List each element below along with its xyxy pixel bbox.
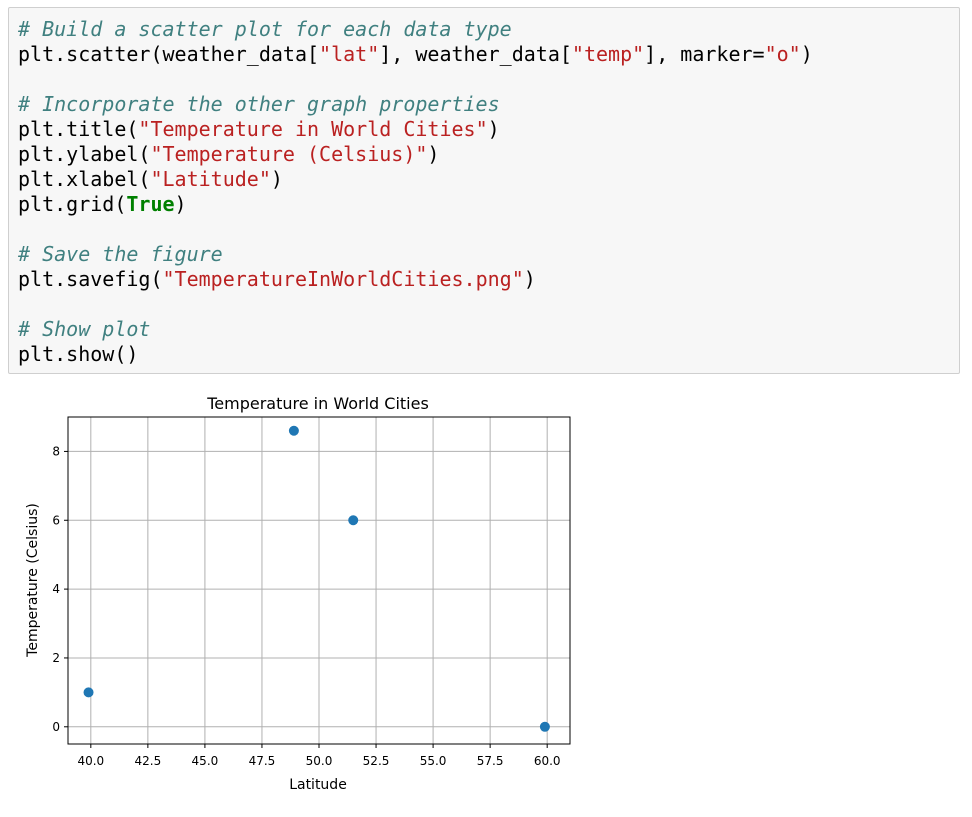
code-editor[interactable]: # Build a scatter plot for each data typ… — [18, 17, 959, 367]
x-tick-label: 45.0 — [192, 754, 219, 768]
code-token-string: "temp" — [571, 42, 645, 66]
blank-code-line — [18, 217, 959, 242]
x-tick-label: 57.5 — [477, 754, 504, 768]
x-axis-label: Latitude — [289, 777, 347, 793]
code-cell[interactable]: # Build a scatter plot for each data typ… — [8, 7, 960, 374]
y-tick-label: 4 — [52, 582, 60, 596]
code-token-plain: ) — [800, 42, 813, 66]
code-token-string: "o" — [764, 42, 801, 66]
code-token-plain: ) — [523, 267, 536, 291]
code-token-comment: # Show plot — [18, 317, 151, 341]
x-tick-label: 60.0 — [534, 754, 561, 768]
code-line: plt.scatter(weather_data["lat"], weather… — [18, 42, 959, 67]
scatter-chart: Temperature in World Cities 40.0 42.5 45.0… — [25, 394, 571, 793]
code-token-plain: ) — [487, 117, 500, 141]
scatter-point — [288, 425, 299, 436]
y-tick-label: 2 — [52, 651, 60, 665]
code-token-string: "Temperature (Celsius)" — [150, 142, 428, 166]
scatter-point — [83, 687, 94, 698]
code-token-plain: plt.ylabel( — [18, 142, 151, 166]
x-tick-label: 42.5 — [135, 754, 162, 768]
y-tick-label: 8 — [52, 444, 60, 458]
code-token-plain: plt.savefig( — [18, 267, 163, 291]
x-tick-label: 50.0 — [306, 754, 333, 768]
plot-area-frame — [67, 416, 571, 745]
code-token-plain: plt.scatter(weather_data[ — [18, 42, 320, 66]
code-line: # Incorporate the other graph properties — [18, 92, 959, 117]
code-line: # Show plot — [18, 317, 959, 342]
x-tick-label: 47.5 — [249, 754, 276, 768]
code-token-plain: ], marker= — [644, 42, 765, 66]
scatter-point — [348, 515, 359, 526]
y-axis-label: Temperature (Celsius) — [25, 503, 41, 658]
code-token-plain: plt.grid( — [18, 192, 127, 216]
code-token-plain: ) — [174, 192, 187, 216]
code-token-plain: plt.title( — [18, 117, 139, 141]
code-token-plain: ) — [270, 167, 283, 191]
y-tick-label: 0 — [52, 720, 60, 734]
x-tick-label: 55.0 — [420, 754, 447, 768]
code-token-plain: plt.xlabel( — [18, 167, 151, 191]
code-token-string: "TemperatureInWorldCities.png" — [162, 267, 524, 291]
code-line: plt.title("Temperature in World Cities") — [18, 117, 959, 142]
code-token-string: "lat" — [319, 42, 380, 66]
output-area: Temperature in World Cities 40.0 42.5 45.0… — [0, 380, 600, 817]
code-token-comment: # Incorporate the other graph properties — [18, 92, 500, 116]
x-tick-label: 40.0 — [77, 754, 104, 768]
code-token-plain: ) — [427, 142, 440, 166]
chart-title: Temperature in World Cities — [206, 394, 429, 413]
code-line: # Build a scatter plot for each data typ… — [18, 17, 959, 42]
y-tick-label: 6 — [52, 513, 60, 527]
chart-grid — [68, 417, 570, 744]
code-line: plt.grid(True) — [18, 192, 959, 217]
code-token-keyword: True — [126, 192, 175, 216]
code-token-string: "Temperature in World Cities" — [138, 117, 488, 141]
x-tick-label: 52.5 — [363, 754, 390, 768]
code-line: plt.savefig("TemperatureInWorldCities.pn… — [18, 267, 959, 292]
code-line: # Save the figure — [18, 242, 959, 267]
blank-code-line — [18, 67, 959, 92]
code-token-plain: plt.show() — [18, 342, 139, 366]
code-token-comment: # Save the figure — [18, 242, 223, 266]
code-line: plt.ylabel("Temperature (Celsius)") — [18, 142, 959, 167]
code-token-string: "Latitude" — [150, 167, 271, 191]
code-line: plt.xlabel("Latitude") — [18, 167, 959, 192]
code-token-plain: ], weather_data[ — [379, 42, 572, 66]
chart-ticks: 40.0 42.5 45.0 47.5 50.0 52.5 55.0 57.5 60.0 0 2 4 6… — [52, 444, 560, 768]
scatter-point — [539, 721, 550, 732]
code-token-comment: # Build a scatter plot for each data typ… — [18, 17, 512, 41]
blank-code-line — [18, 292, 959, 317]
code-line: plt.show() — [18, 342, 959, 367]
chart-points — [83, 425, 550, 732]
